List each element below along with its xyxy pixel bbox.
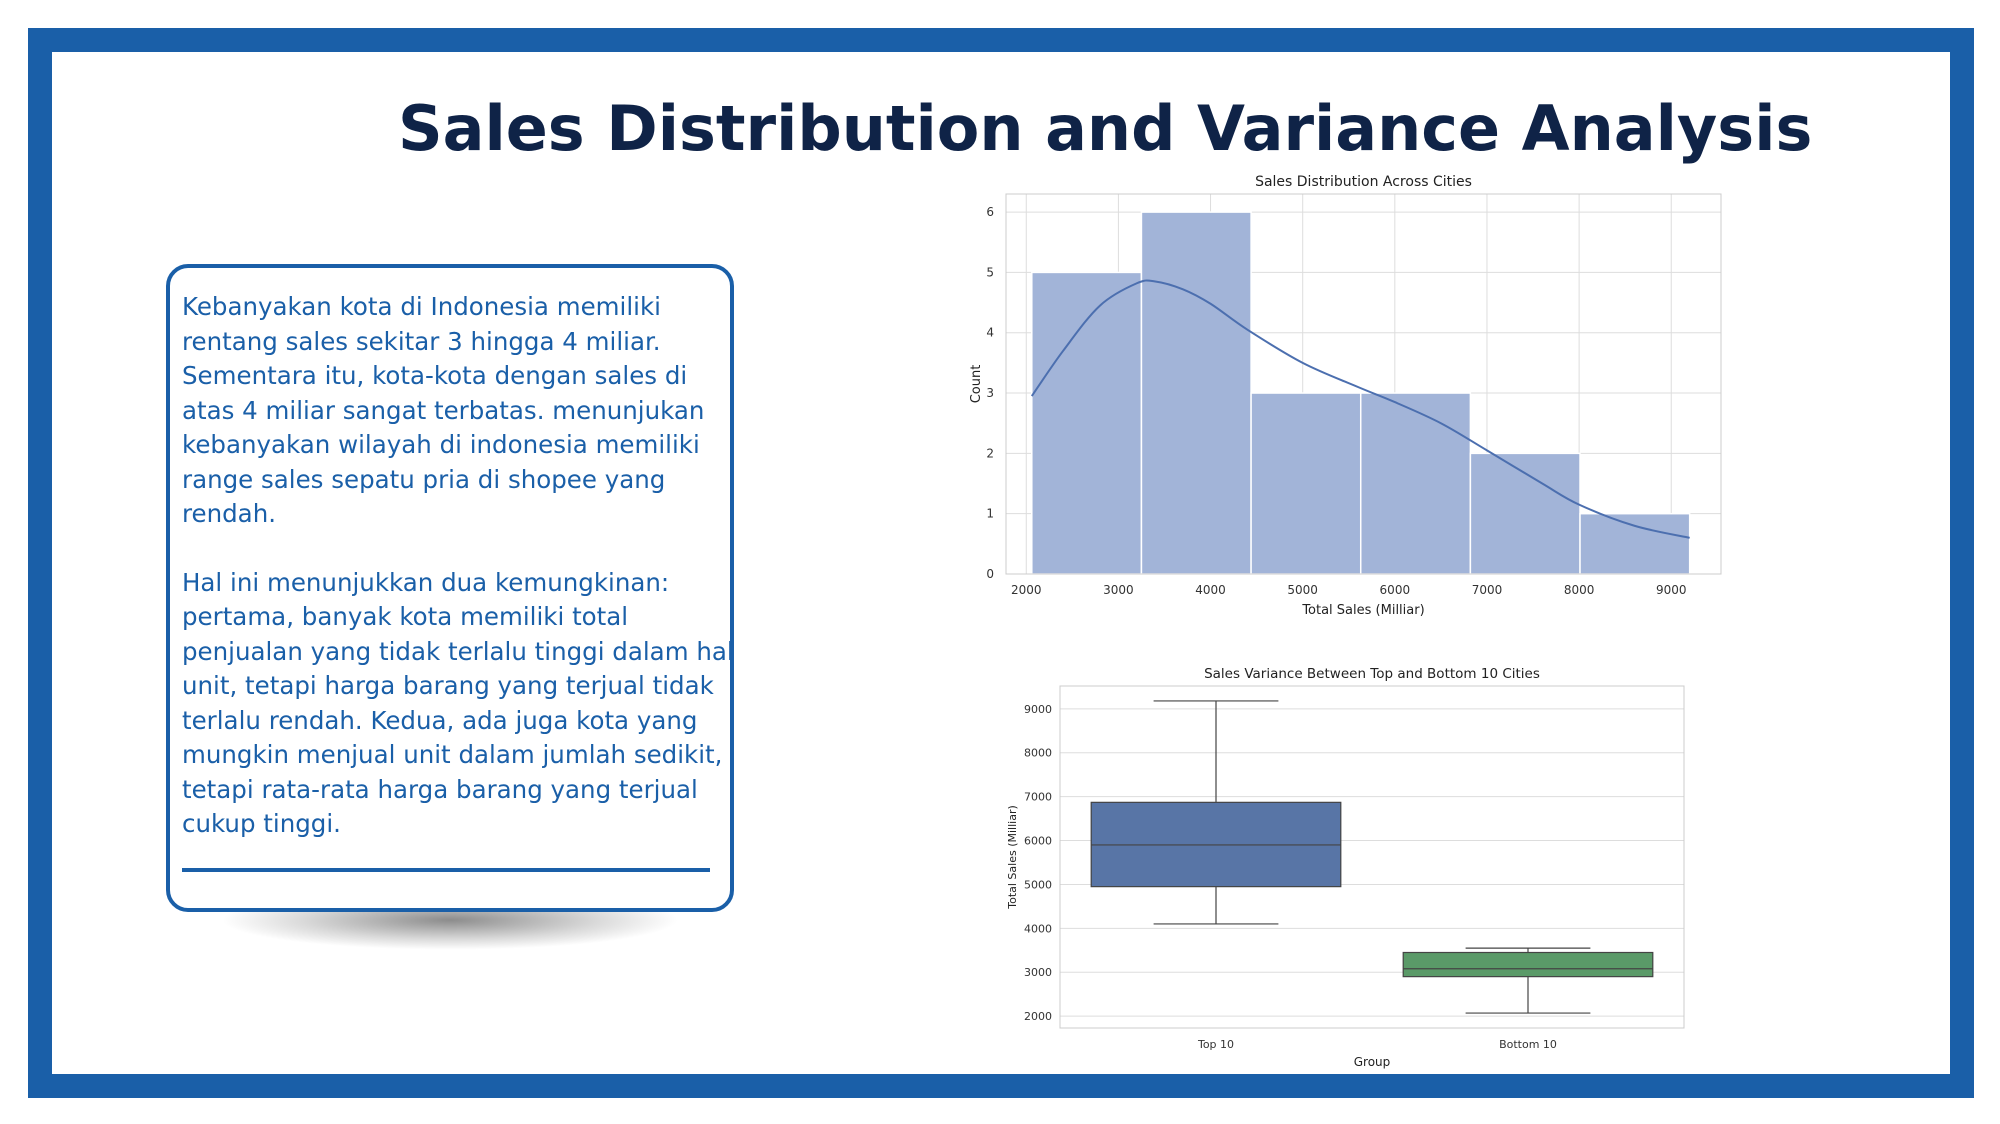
box-title: Sales Variance Between Top and Bottom 10… (1204, 666, 1540, 682)
hist-bar (1579, 512, 1691, 575)
hist-y-tick-label: 6 (986, 205, 994, 219)
box-plot-border (1059, 685, 1685, 1029)
hist-y-tick-label: 2 (986, 446, 994, 460)
hist-bar (1359, 392, 1472, 575)
hist-x-tick-label: 6000 (1380, 583, 1411, 597)
hist-y-tick-label: 4 (986, 326, 994, 340)
hist-x-tick-label: 8000 (1564, 583, 1595, 597)
histogram-chart: 2000 3000 4000 5000 6000 7000 8000 9000 0 1 2 3 4 5 6 S… (964, 166, 1734, 626)
box-x-axis-label: Group (1354, 1055, 1391, 1069)
box-y-tick-label: 2000 (1024, 1010, 1052, 1023)
box-x-tick-label: Bottom 10 (1499, 1038, 1557, 1051)
boxplot-svg: Top 10 Bottom 10 2000 3000 4000 5000 6000 7000 8… (1006, 666, 1685, 1069)
insight-paragraph-2: Hal ini menunjukkan dua kemungkinan: per… (182, 567, 734, 839)
hist-bar (1250, 392, 1362, 575)
hist-y-tick-label: 3 (986, 386, 994, 400)
box-y-tick-label: 5000 (1024, 878, 1052, 891)
hist-y-axis-label: Count (969, 365, 984, 404)
hist-x-tick-label: 9000 (1656, 583, 1687, 597)
hist-bar (1469, 452, 1581, 575)
hist-title: Sales Distribution Across Cities (1255, 174, 1472, 190)
hist-x-axis-label: Total Sales (Milliar) (1301, 603, 1424, 618)
box-iqr (1402, 951, 1654, 978)
box-y-axis-label: Total Sales (Milliar) (1006, 805, 1019, 910)
hist-x-tick-label: 2000 (1011, 583, 1042, 597)
hist-plot-border (1005, 193, 1722, 575)
histogram-svg: 2000 3000 4000 5000 6000 7000 8000 9000 0 1 2 3 4 5 6 S… (969, 174, 1722, 618)
hist-x-tick-label: 4000 (1195, 583, 1226, 597)
insight-text: Kebanyakan kota di Indonesia memiliki re… (182, 290, 734, 876)
insight-paragraph-1: Kebanyakan kota di Indonesia memiliki re… (182, 292, 705, 528)
box-y-tick-label: 3000 (1024, 966, 1052, 979)
boxplot-chart: Top 10 Bottom 10 2000 3000 4000 5000 6000 7000 8… (1002, 660, 1692, 1074)
hist-y-tick-label: 0 (986, 567, 994, 581)
hist-bar (1031, 271, 1143, 575)
box-y-tick-label: 4000 (1024, 922, 1052, 935)
hist-x-tick-label: 5000 (1287, 583, 1318, 597)
insight-card: Kebanyakan kota di Indonesia memiliki re… (166, 264, 734, 912)
box-x-tick-label: Top 10 (1197, 1038, 1234, 1051)
hist-y-tick-label: 5 (986, 265, 994, 279)
box-y-tick-label: 8000 (1024, 747, 1052, 760)
box-y-tick-label: 6000 (1024, 835, 1052, 848)
hist-x-tick-label: 7000 (1472, 583, 1503, 597)
card-divider (182, 868, 710, 872)
hist-bar (1140, 211, 1252, 575)
slide-title: Sales Distribution and Variance Analysis (398, 92, 1813, 165)
hist-y-tick-label: 1 (986, 507, 994, 521)
box-y-tick-label: 9000 (1024, 703, 1052, 716)
hist-x-tick-label: 3000 (1103, 583, 1134, 597)
box-y-tick-label: 7000 (1024, 791, 1052, 804)
hist-kde-line (1030, 279, 1690, 539)
